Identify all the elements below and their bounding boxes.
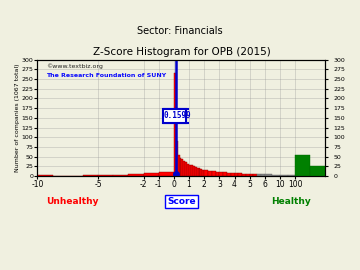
Bar [191, 165, 193, 176]
Bar [198, 168, 201, 176]
Bar [185, 162, 187, 176]
Bar [180, 157, 181, 176]
Bar [250, 174, 253, 176]
Bar [223, 172, 227, 176]
Bar [195, 167, 197, 176]
Bar [257, 174, 261, 176]
Bar [280, 175, 288, 176]
Bar [201, 169, 202, 176]
Bar [159, 172, 174, 176]
Bar [197, 168, 198, 176]
Y-axis label: Number of companies (1067 total): Number of companies (1067 total) [15, 64, 20, 172]
Text: Unhealthy: Unhealthy [46, 197, 98, 206]
Bar [295, 155, 310, 176]
FancyBboxPatch shape [163, 109, 186, 123]
Bar [202, 170, 204, 176]
Bar [273, 175, 280, 176]
Bar [238, 173, 242, 176]
Bar [246, 174, 250, 176]
Text: Sector: Financials: Sector: Financials [137, 26, 223, 36]
Bar [242, 174, 246, 176]
Bar [227, 173, 231, 176]
Text: Score: Score [167, 197, 196, 206]
Bar [144, 173, 159, 176]
Bar [261, 174, 265, 176]
Bar [98, 175, 113, 176]
Bar [234, 173, 238, 176]
Bar [181, 159, 183, 176]
Bar [288, 175, 295, 176]
Bar [204, 170, 208, 176]
Bar [176, 141, 178, 176]
Bar [193, 166, 195, 176]
Bar [310, 167, 325, 176]
Bar [183, 161, 185, 176]
Bar [253, 174, 257, 176]
Bar [187, 164, 189, 176]
Bar [189, 164, 191, 176]
Bar [231, 173, 234, 176]
Bar [113, 175, 129, 176]
Bar [216, 171, 219, 176]
Bar [129, 174, 144, 176]
Title: Z-Score Histogram for OPB (2015): Z-Score Histogram for OPB (2015) [93, 48, 270, 58]
Text: Healthy: Healthy [271, 197, 311, 206]
Bar [265, 174, 273, 176]
Text: The Research Foundation of SUNY: The Research Foundation of SUNY [46, 73, 166, 78]
Text: 0.1599: 0.1599 [164, 112, 192, 120]
Bar [178, 155, 180, 176]
Bar [208, 171, 212, 176]
Bar [174, 73, 176, 176]
Bar [212, 171, 216, 176]
Bar [219, 172, 223, 176]
Text: ©www.textbiz.org: ©www.textbiz.org [46, 63, 103, 69]
